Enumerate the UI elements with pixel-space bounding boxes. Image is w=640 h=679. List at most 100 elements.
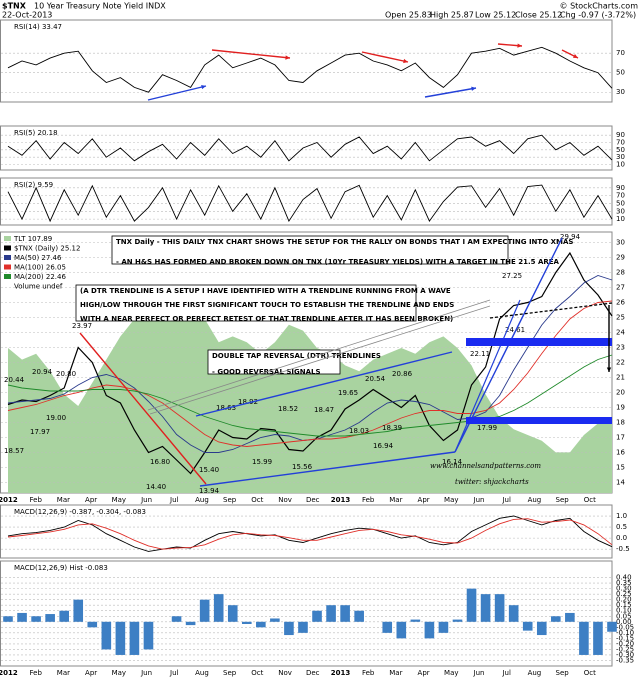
y-tick-label: 0.5 bbox=[616, 523, 627, 531]
histogram-bar bbox=[213, 594, 224, 622]
x-tick-label: Aug bbox=[195, 669, 209, 677]
histogram-bar bbox=[480, 594, 491, 622]
price-label: 16.14 bbox=[442, 458, 463, 466]
histogram-bar bbox=[31, 616, 41, 622]
histogram-bar bbox=[115, 621, 126, 655]
note-text: HIGH/LOW THROUGH THE FIRST SIGNIFICANT T… bbox=[80, 301, 454, 309]
y-tick-label: 10 bbox=[616, 215, 625, 223]
x-tick-label: Aug bbox=[195, 496, 209, 504]
panel-title: RSI(5) 20.18 bbox=[14, 129, 58, 137]
x-tick-label: May bbox=[112, 669, 126, 677]
watermark: www.channelsandpatterns.com bbox=[430, 462, 541, 470]
x-tick-label: Jun bbox=[473, 496, 485, 504]
histogram-bar bbox=[396, 621, 407, 639]
series-line bbox=[7, 300, 613, 447]
histogram-bar bbox=[45, 614, 55, 622]
y-tick-label: 22 bbox=[616, 359, 625, 367]
y-tick-label: -0.20 bbox=[616, 640, 634, 648]
quote-item: Low 25.12 bbox=[475, 11, 516, 20]
legend-swatch bbox=[4, 245, 11, 251]
y-tick-label: -0.5 bbox=[616, 545, 630, 553]
histogram-bar bbox=[424, 621, 435, 639]
price-label: 20.44 bbox=[4, 376, 25, 384]
y-tick-label: -0.15 bbox=[616, 634, 634, 642]
quote-item: Open 25.83 bbox=[385, 11, 432, 20]
credit: © StockCharts.com bbox=[560, 2, 639, 11]
x-tick-label: Apr bbox=[418, 496, 430, 504]
histogram-bar bbox=[312, 610, 322, 622]
x-tick-label: Dec bbox=[306, 669, 320, 677]
trendline bbox=[489, 302, 613, 319]
histogram-bar bbox=[227, 605, 238, 622]
x-tick-label: Dec bbox=[306, 496, 320, 504]
y-tick-label: 0.35 bbox=[616, 579, 632, 587]
histogram-bar bbox=[270, 618, 280, 622]
histogram-bar bbox=[593, 621, 603, 655]
y-tick-label: 0.0 bbox=[616, 534, 627, 542]
x-tick-label: May bbox=[444, 496, 458, 504]
price-label: 18.39 bbox=[382, 424, 402, 432]
histogram-bar bbox=[508, 605, 519, 622]
x-tick-label: Jul bbox=[169, 496, 179, 504]
note-text: - AN H&S HAS FORMED AND BROKEN DOWN ON T… bbox=[116, 258, 560, 266]
y-tick-label: -0.30 bbox=[616, 651, 634, 659]
legend-label: MA(50) 27.46 bbox=[14, 254, 62, 262]
y-tick-label: 25 bbox=[616, 314, 625, 322]
price-label: 15.40 bbox=[199, 466, 219, 474]
x-tick-label: Oct bbox=[584, 496, 596, 504]
price-label: 16.80 bbox=[150, 458, 170, 466]
x-tick-label: Apr bbox=[418, 669, 430, 677]
x-tick-label: Feb bbox=[30, 496, 43, 504]
series-line bbox=[7, 134, 613, 162]
histogram-bar bbox=[565, 612, 575, 622]
x-tick-label: May bbox=[112, 496, 126, 504]
x-tick-label: 2013 bbox=[331, 669, 351, 677]
panel-frame bbox=[0, 125, 613, 171]
y-tick-label: 70 bbox=[616, 49, 625, 57]
x-tick-label: Jul bbox=[501, 669, 511, 677]
legend-swatch bbox=[4, 264, 11, 270]
x-tick-label: Mar bbox=[389, 496, 402, 504]
y-tick-label: 0.00 bbox=[616, 618, 632, 626]
y-tick-label: 90 bbox=[616, 184, 625, 192]
arrowhead bbox=[403, 58, 408, 64]
series-line bbox=[7, 46, 613, 93]
legend-label: TLT 107.89 bbox=[13, 235, 52, 243]
y-tick-label: 26 bbox=[616, 299, 625, 307]
price-label: 20.80 bbox=[56, 370, 76, 378]
histogram-bar bbox=[101, 621, 112, 650]
watermark: twitter: shjackcharts bbox=[455, 478, 529, 486]
trendline bbox=[147, 85, 207, 101]
y-tick-label: 70 bbox=[616, 192, 625, 200]
x-tick-label: 2012 bbox=[0, 496, 18, 504]
histogram-bar bbox=[579, 621, 589, 655]
legend-label: MA(100) 26.05 bbox=[14, 264, 66, 272]
price-label: 18.03 bbox=[349, 427, 369, 435]
x-tick-label: Aug bbox=[528, 496, 542, 504]
y-tick-label: 30 bbox=[616, 239, 625, 247]
y-tick-label: 0.25 bbox=[616, 590, 632, 598]
x-tick-label: Feb bbox=[30, 669, 43, 677]
x-tick-label: Mar bbox=[57, 496, 70, 504]
histogram-bar bbox=[522, 621, 533, 631]
panel-title: MACD(12,26,9) -0.387, -0.304, -0.083 bbox=[14, 508, 146, 516]
y-tick-label: 0.15 bbox=[616, 601, 632, 609]
arrowhead bbox=[606, 367, 612, 372]
panel-frame bbox=[0, 19, 613, 103]
y-tick-label: 50 bbox=[616, 69, 625, 77]
price-label: 15.56 bbox=[292, 463, 313, 471]
price-label: 19.00 bbox=[46, 414, 66, 422]
histogram-bar bbox=[382, 621, 393, 633]
legend-swatch bbox=[4, 236, 11, 241]
y-tick-label: -0.05 bbox=[616, 623, 634, 631]
y-tick-label: 50 bbox=[616, 199, 625, 207]
trendline bbox=[454, 299, 521, 453]
histogram-bar bbox=[73, 599, 84, 622]
price-label: 27.25 bbox=[502, 272, 522, 280]
histogram-bar bbox=[199, 599, 210, 622]
arrowhead bbox=[573, 54, 578, 58]
histogram-bar bbox=[284, 621, 294, 636]
x-tick-label: May bbox=[444, 669, 458, 677]
panel-frame bbox=[0, 177, 613, 226]
